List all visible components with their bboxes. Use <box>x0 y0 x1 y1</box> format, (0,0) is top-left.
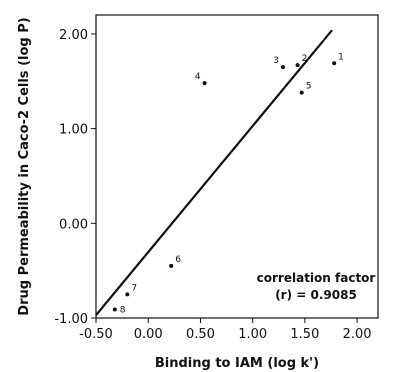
fit-line-group <box>95 29 333 316</box>
y-tick-label: -1.00 <box>54 312 88 327</box>
data-point-6 <box>169 263 174 268</box>
y-tick-label: 0.00 <box>59 217 88 232</box>
x-tick-label: 1.50 <box>290 327 319 342</box>
x-axis-title: Binding to IAM (log k') <box>155 356 319 371</box>
annotation-line-2: (r) = 0.9085 <box>275 288 357 302</box>
point-label-1: 1 <box>338 52 344 62</box>
data-point-1 <box>332 61 337 66</box>
regression-line <box>95 29 333 316</box>
plot-frame <box>95 14 379 319</box>
data-point-8 <box>112 307 117 312</box>
x-tick-label: 2.00 <box>343 327 372 342</box>
plot-frame-group <box>95 14 379 319</box>
x-tick-label: 0.00 <box>134 327 163 342</box>
y-tick-label: 2.00 <box>59 28 88 43</box>
point-label-3: 3 <box>273 56 279 66</box>
point-label-5: 5 <box>306 82 312 92</box>
ticks-group: -0.50 0.00 0.50 1.00 1.50 2.00 -1.00 0.00 1.00 2.… <box>54 28 371 342</box>
point-label-4: 4 <box>195 72 201 82</box>
point-label-6: 6 <box>175 255 181 265</box>
annotation-line-1: correlation factor <box>257 271 376 285</box>
y-tick-label: 1.00 <box>59 123 88 138</box>
x-tick-label: 1.00 <box>238 327 267 342</box>
data-point-3 <box>280 65 285 70</box>
data-point-5 <box>299 90 304 95</box>
data-point-4 <box>202 81 207 86</box>
data-point-7 <box>125 292 130 297</box>
y-axis-title: Drug Permeability in Caco-2 Cells (log P… <box>17 17 32 315</box>
point-label-8: 8 <box>120 305 126 315</box>
x-tick-label: -0.50 <box>79 327 113 342</box>
x-tick-label: 0.50 <box>186 327 215 342</box>
point-label-7: 7 <box>131 283 137 293</box>
point-label-2: 2 <box>302 54 308 64</box>
data-point-2 <box>295 63 300 68</box>
data-points-group: 1 2 3 4 5 6 7 8 <box>112 52 344 315</box>
